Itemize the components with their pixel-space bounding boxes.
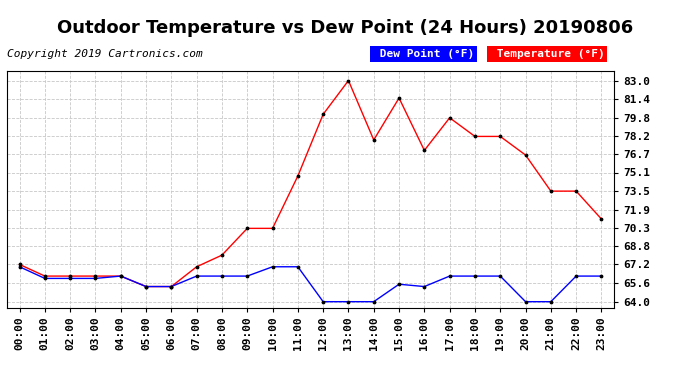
Text: Outdoor Temperature vs Dew Point (24 Hours) 20190806: Outdoor Temperature vs Dew Point (24 Hou…: [57, 19, 633, 37]
Text: Temperature (°F): Temperature (°F): [490, 49, 604, 59]
Text: Dew Point (°F): Dew Point (°F): [373, 49, 474, 59]
Text: Copyright 2019 Cartronics.com: Copyright 2019 Cartronics.com: [7, 49, 203, 59]
